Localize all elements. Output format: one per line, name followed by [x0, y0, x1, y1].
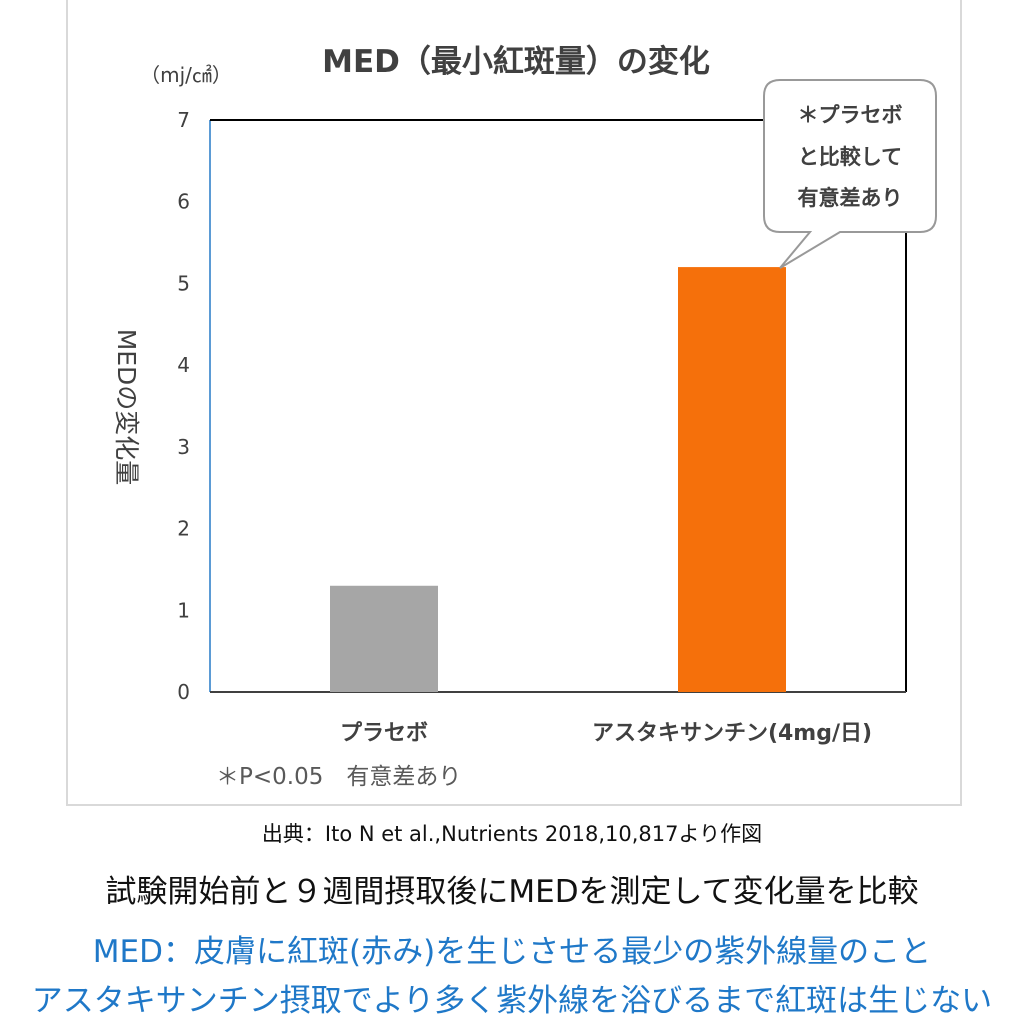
callout-line-1: ＊プラセボ: [798, 103, 903, 127]
significance-footnote: ＊P<0.05 有意差あり: [216, 764, 461, 790]
y-tick-label: 7: [177, 108, 190, 132]
bar-astaxanthin: [678, 267, 786, 692]
bars: [330, 267, 786, 692]
callout-line-3: 有意差あり: [798, 186, 903, 210]
y-tick-labels: 0 1 2 3 4 5 6 7: [177, 108, 190, 704]
y-tick-label: 0: [177, 680, 190, 704]
category-labels: プラセボ アスタキサンチン(4mg/日): [340, 721, 872, 746]
significance-callout: ＊プラセボ と比較して 有意差あり: [763, 79, 937, 269]
category-label: プラセボ: [340, 721, 428, 746]
chart-title: MED（最小紅斑量）の変化: [322, 44, 710, 80]
result-note: アスタキサンチン摂取でより多く紫外線を浴びるまで紅斑は生じない: [31, 983, 993, 1019]
callout-line-2: と比較して: [798, 145, 902, 169]
category-label: アスタキサンチン(4mg/日): [592, 721, 872, 746]
unit-label: （mj/㎠）: [140, 63, 232, 87]
chart-svg: MED（最小紅斑量）の変化 （mj/㎠） MEDの変化量 0 1 2 3 4 5 6 7 プラ…: [112, 44, 937, 790]
y-tick-label: 5: [177, 271, 190, 295]
y-axis-label: MEDの変化量: [112, 329, 141, 486]
callout-bubble: [763, 79, 937, 269]
y-tick-label: 4: [177, 353, 190, 377]
y-tick-label: 2: [177, 517, 190, 541]
y-tick-label: 1: [177, 598, 190, 622]
chart-frame: MED（最小紅斑量）の変化 （mj/㎠） MEDの変化量 0 1 2 3 4 5 6 7 プラ…: [66, 0, 962, 806]
bar-placebo: [330, 585, 438, 692]
y-tick-label: 3: [177, 435, 190, 459]
med-definition: MED：皮膚に紅斑(赤み)を生じさせる最少の紫外線量のこと: [92, 934, 932, 970]
y-tick-label: 6: [177, 190, 190, 214]
study-summary: 試験開始前と９週間摂取後にMEDを測定して変化量を比較: [105, 874, 919, 910]
source-citation: 出典：Ito N et al.,Nutrients 2018,10,817より作…: [261, 822, 763, 846]
